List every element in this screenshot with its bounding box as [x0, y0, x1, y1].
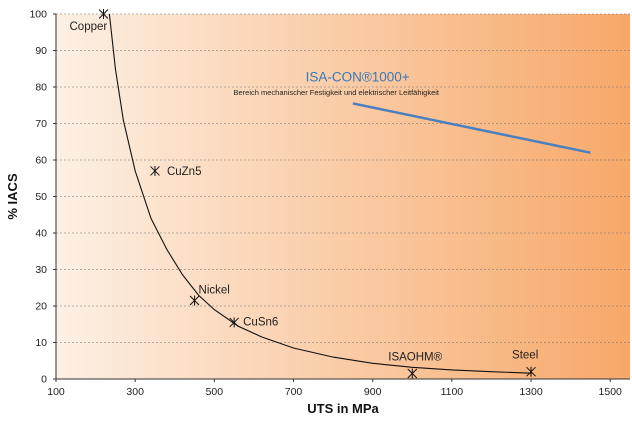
point-label-0: Copper	[70, 21, 108, 33]
point-marker-5	[526, 366, 536, 377]
x-tick-label-1500: 1500	[599, 386, 623, 398]
x-tick-label-900: 900	[364, 386, 382, 398]
y-tick-label-80: 80	[35, 82, 47, 94]
isa-con-label: ISA-CON®1000+	[306, 70, 410, 85]
x-tick-label-500: 500	[206, 386, 224, 398]
point-marker-3	[229, 317, 239, 328]
x-tick-label-300: 300	[126, 386, 144, 398]
y-tick-label-10: 10	[35, 337, 47, 349]
point-label-3: CuSn6	[243, 316, 278, 328]
y-tick-label-30: 30	[35, 264, 47, 276]
y-tick-label-70: 70	[35, 118, 47, 130]
y-tick-label-40: 40	[35, 228, 47, 240]
trend-curve-layer	[108, 13, 532, 374]
point-marker-2	[189, 295, 200, 306]
trend-curve	[108, 13, 532, 374]
point-label-2: Nickel	[199, 285, 230, 297]
y-tick-label-50: 50	[35, 191, 47, 203]
plot-background	[56, 14, 630, 379]
x-tick-label-100: 100	[47, 386, 65, 398]
isa-con-sublabel: Bereich mechanischer Festigkeit und elek…	[234, 88, 440, 97]
y-axis-title: % IACS	[5, 173, 20, 220]
x-tick-label-1100: 1100	[441, 386, 464, 398]
data-points: Copper CuZn5 Nickel CuSn6 ISAOHM® Steel	[70, 9, 538, 379]
x-tick-label-1300: 1300	[519, 386, 543, 398]
x-tick-label-700: 700	[285, 386, 303, 398]
y-tick-label-20: 20	[35, 301, 47, 313]
point-marker-0	[98, 9, 109, 19]
tick-labels: 0 10 20 30 40 50 60 70 80 90 100 100 300 500 700 900 110…	[29, 9, 622, 399]
point-label-5: Steel	[512, 350, 538, 362]
point-marker-4	[407, 368, 418, 379]
isa-con-layer: ISA-CON®1000+ Bereich mechanischer Festig…	[234, 70, 591, 154]
x-axis-title: UTS in MPa	[307, 401, 379, 416]
y-tick-label-100: 100	[29, 9, 47, 21]
y-tick-label-90: 90	[35, 45, 47, 57]
y-tick-label-0: 0	[41, 374, 47, 386]
isa-con-line	[352, 102, 591, 154]
point-marker-1	[150, 165, 160, 176]
point-label-4: ISAOHM®	[388, 352, 442, 364]
point-label-1: CuZn5	[167, 166, 202, 178]
y-tick-label-60: 60	[35, 155, 47, 167]
